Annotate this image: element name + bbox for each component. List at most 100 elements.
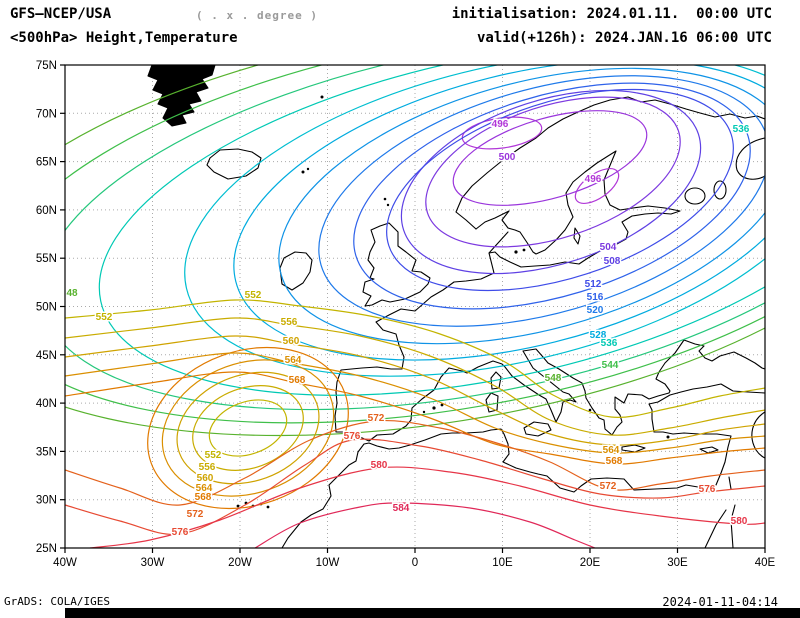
x-tick-label: 40W — [53, 557, 77, 569]
coast-europe-atlantic-med — [334, 231, 765, 442]
contour-value-label: 516 — [587, 292, 604, 303]
contour-560 — [65, 335, 765, 446]
y-tick-label: 75N — [36, 60, 57, 72]
contour-value-label: 552 — [205, 450, 222, 461]
y-tick-label: 30N — [36, 495, 57, 507]
map-frame — [64, 64, 766, 549]
coast-crete — [621, 444, 646, 453]
coast-baltic — [475, 150, 681, 268]
contour-512 — [386, 88, 734, 292]
contour-value-label: 572 — [187, 509, 204, 520]
contour-value-label: 504 — [600, 242, 617, 253]
contour-value-label: 556 — [199, 462, 216, 473]
contour-value-label: 568 — [195, 492, 212, 503]
contour-labels: 4965004965045085125165205285365445484853… — [65, 118, 751, 540]
contour-576 — [65, 438, 765, 536]
contour-value-label: 564 — [603, 445, 620, 456]
contour-value-label: 552 — [245, 290, 262, 301]
x-tick-label: 0 — [412, 557, 418, 569]
y-tick-label: 55N — [36, 253, 57, 265]
contour-552 — [208, 399, 288, 457]
contour-value-label: 536 — [601, 338, 618, 349]
coast-white-sea — [735, 137, 765, 180]
y-tick-label: 50N — [36, 302, 57, 314]
contour-556 — [65, 317, 765, 436]
contour-560 — [176, 371, 320, 485]
coast-greenland — [147, 65, 216, 127]
x-tick-label: 10W — [316, 557, 340, 569]
coast-cyprus — [699, 446, 719, 454]
coast-red-sea — [704, 504, 736, 548]
contour-536 — [98, 65, 765, 396]
contour-564 — [65, 352, 765, 454]
x-tick-label: 40E — [755, 557, 776, 569]
height-contours — [65, 65, 765, 548]
contour-556 — [192, 385, 304, 471]
coast-caspian — [751, 411, 765, 459]
lake-ladoga — [684, 187, 706, 205]
model-title: GFS—NCEP/USA — [10, 6, 112, 22]
x-tick-label: 20W — [228, 557, 252, 569]
contour-value-label: 584 — [393, 503, 410, 514]
contour-value-label: 500 — [499, 152, 516, 163]
lake-onega — [713, 180, 727, 200]
contour-value-label: 536 — [733, 124, 750, 135]
contour-528 — [233, 65, 765, 361]
coast-turkey-africa — [281, 383, 765, 548]
contour-564 — [161, 359, 335, 497]
contour-548 — [65, 65, 765, 437]
contour-value-label: 580 — [731, 516, 748, 527]
contour-value-label: 528 — [590, 330, 607, 341]
contour-value-label: 580 — [371, 460, 388, 471]
coast-britain — [362, 222, 431, 307]
contour-value-label: 564 — [196, 483, 213, 494]
contour-value-label: 564 — [285, 355, 302, 366]
contour-value-label: 544 — [602, 360, 619, 371]
contour-544 — [65, 65, 765, 424]
contour-value-label: 568 — [289, 375, 306, 386]
y-tick-label: 45N — [36, 350, 57, 362]
contour-value-label: 576 — [172, 527, 189, 538]
x-tick-label: 30E — [667, 557, 688, 569]
contour-504 — [425, 96, 681, 248]
grid-resolution-note: ( . x . degree ) — [196, 9, 318, 22]
coast-corsica — [490, 371, 502, 390]
contour-value-label: 556 — [281, 317, 298, 328]
contour-532 — [184, 65, 765, 377]
lat-lon-grid — [65, 65, 765, 548]
coast-iceland — [206, 148, 262, 180]
contour-584 — [254, 502, 596, 548]
coast-sardinia — [485, 392, 499, 413]
generated-timestamp: 2024-01-11-04:14 — [662, 595, 778, 609]
contour-500 — [452, 110, 648, 206]
contour-508 — [400, 89, 702, 275]
contour-520 — [318, 75, 765, 327]
contour-value-label: 576 — [344, 431, 361, 442]
contour-value-label: 572 — [600, 481, 617, 492]
contour-value-label: 576 — [699, 484, 716, 495]
y-tick-label: 40N — [36, 398, 57, 410]
x-tick-label: 20E — [580, 557, 601, 569]
y-tick-label: 70N — [36, 108, 57, 120]
x-tick-label: 30W — [141, 557, 165, 569]
dead-sea — [728, 476, 732, 490]
contour-value-label: 572 — [368, 413, 385, 424]
contour-value-label: 560 — [197, 473, 214, 484]
contour-value-label: 512 — [585, 279, 602, 290]
bottom-bar — [65, 608, 800, 618]
contour-516 — [353, 82, 751, 310]
y-tick-label: 35N — [36, 446, 57, 458]
contour-572 — [65, 419, 765, 506]
contour-value-label: 552 — [96, 312, 113, 323]
contour-value-label: 508 — [604, 256, 621, 267]
field-title: <500hPa> Height,Temperature — [10, 30, 238, 46]
contour-value-label: 568 — [606, 456, 623, 467]
contour-552 — [65, 299, 765, 418]
grads-credit: GrADS: COLA/IGES — [4, 595, 110, 608]
contour-value-label: 496 — [492, 119, 509, 130]
coast-sicily — [523, 421, 552, 437]
contour-496 — [574, 168, 620, 204]
contour-568 — [65, 371, 765, 465]
contour-524 — [278, 67, 765, 345]
